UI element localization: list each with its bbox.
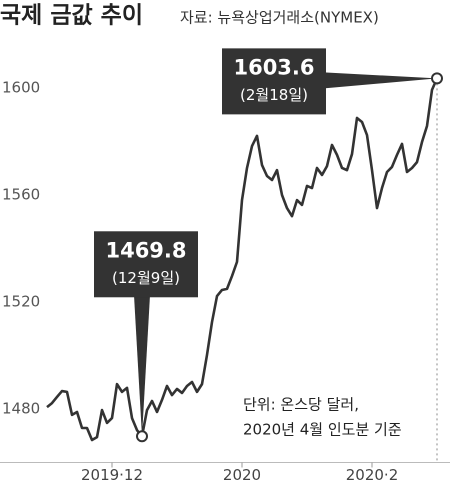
y-tick-label: 1520 <box>2 293 40 311</box>
y-tick-label: 1480 <box>2 400 40 418</box>
chart-title: 국제 금값 추이 <box>0 3 143 29</box>
callout-box <box>94 231 198 298</box>
callout-date: (12월9일) <box>112 269 180 287</box>
point-marker <box>136 430 148 443</box>
callout-value: 1603.6 <box>233 55 314 79</box>
callout-box <box>222 48 326 115</box>
y-tick-label: 1560 <box>2 186 40 204</box>
callout-date: (2월18일) <box>240 86 308 104</box>
y-tick-label: 1600 <box>2 79 40 97</box>
note: 2020년 4월 인도분 기준 <box>243 421 402 439</box>
chart-subtitle: 자료: 뉴욕상업거래소(NYMEX) <box>180 9 379 27</box>
point-marker <box>431 72 443 85</box>
callout-pointer <box>134 295 150 437</box>
x-tick-label: 2020·2 <box>346 466 399 484</box>
callout-pointer <box>324 72 437 89</box>
note: 단위: 온스당 달러, <box>243 396 359 414</box>
x-tick-label: 2020 <box>223 466 261 484</box>
x-tick-label: 2019·12 <box>81 466 143 484</box>
line <box>46 77 439 442</box>
callout-value: 1469.8 <box>105 238 186 262</box>
